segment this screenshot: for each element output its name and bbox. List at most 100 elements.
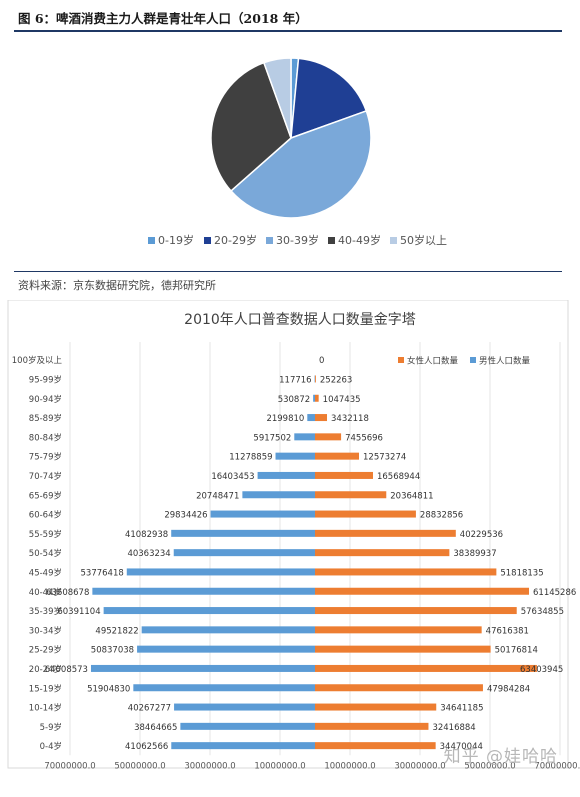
- x-tick-label: 10000000.0: [254, 761, 305, 771]
- bar-female: [315, 568, 497, 576]
- bar-female: [315, 452, 360, 460]
- pie-legend-label: 50岁以上: [400, 233, 447, 247]
- male-value-label: 63608678: [46, 588, 89, 598]
- female-value-label: 34470044: [440, 742, 483, 752]
- bar-female: [315, 375, 316, 383]
- age-group-label: 35-39岁: [29, 606, 62, 617]
- pie-legend-label: 20-29岁: [214, 233, 257, 247]
- bar-female: [315, 664, 537, 672]
- age-group-label: 65-69岁: [29, 490, 62, 501]
- bar-female: [315, 645, 491, 653]
- bar-male: [173, 549, 315, 557]
- female-value-label: 12573274: [363, 453, 406, 463]
- bar-male: [171, 742, 315, 750]
- female-value-label: 3432118: [331, 414, 369, 424]
- pie-legend-swatch: [390, 237, 397, 244]
- female-value-label: 0: [319, 356, 324, 366]
- male-value-label: 49521822: [95, 626, 138, 636]
- bar-male: [137, 645, 315, 653]
- pie-legend-swatch: [204, 237, 211, 244]
- pie-slice-2: [229, 109, 372, 219]
- age-group-label: 0-4岁: [40, 741, 62, 752]
- male-value-label: 5917502: [253, 433, 291, 443]
- pyramid-title: 2010年人口普查数据人口数量金字塔: [184, 312, 416, 328]
- bar-male: [313, 394, 315, 402]
- age-group-label: 50-54岁: [29, 548, 62, 559]
- age-group-label: 90-94岁: [29, 394, 62, 405]
- male-value-label: 11278859: [229, 453, 272, 463]
- bar-male: [141, 626, 315, 634]
- female-value-label: 7455696: [345, 433, 383, 443]
- male-value-label: 117716: [279, 375, 311, 385]
- bar-female: [315, 722, 429, 730]
- age-group-label: 25-29岁: [29, 645, 62, 656]
- age-group-label: 10-14岁: [29, 703, 62, 714]
- bar-female: [315, 491, 387, 499]
- male-value-label: 2199810: [266, 414, 304, 424]
- male-value-label: 16403453: [211, 472, 254, 482]
- male-value-label: 40267277: [128, 704, 171, 714]
- male-value-label: 38464665: [134, 723, 177, 733]
- x-tick-label: 70000000.0: [534, 761, 580, 771]
- female-value-label: 61145286: [533, 588, 576, 598]
- x-tick-label: 30000000.0: [184, 761, 235, 771]
- male-value-label: 50837038: [91, 646, 134, 656]
- female-value-label: 57634855: [521, 607, 564, 617]
- bar-female: [315, 684, 483, 692]
- pyramid-legend-label: 男性人口数量: [479, 356, 531, 367]
- age-group-label: 15-19岁: [29, 683, 62, 694]
- watermark: 知乎 @娃哈哈: [443, 747, 558, 767]
- bar-female: [315, 529, 456, 537]
- pie-legend-label: 0-19岁: [158, 233, 194, 247]
- female-value-label: 16568944: [377, 472, 420, 482]
- x-tick-label: 30000000.0: [394, 761, 445, 771]
- female-value-label: 34641185: [440, 704, 483, 714]
- female-value-label: 50176814: [495, 646, 538, 656]
- bar-female: [315, 549, 450, 557]
- pyramid-legend-swatch: [398, 357, 404, 363]
- population-pyramid-chart: 2010年人口普查数据人口数量金字塔 0 117716 252263 530872 10…: [7, 300, 580, 771]
- pyramid-legend-swatch: [470, 357, 476, 363]
- bar-female: [315, 703, 437, 711]
- pie-legend-label: 40-49岁: [338, 233, 381, 247]
- male-value-label: 40363234: [127, 549, 170, 559]
- bar-male: [210, 510, 315, 518]
- female-value-label: 38389937: [453, 549, 496, 559]
- female-value-label: 47984284: [487, 684, 530, 694]
- bar-female: [315, 414, 328, 422]
- pie-legend-swatch: [148, 237, 155, 244]
- female-value-label: 47616381: [486, 626, 529, 636]
- age-group-label: 70-74岁: [29, 471, 62, 482]
- age-group-label: 45-49岁: [29, 567, 62, 578]
- bar-male: [294, 433, 315, 441]
- chart-frame: [7, 300, 569, 769]
- bar-female: [315, 587, 530, 595]
- age-group-label: 40-44岁: [29, 587, 62, 598]
- pyramid-legend-label: 女性人口数量: [407, 356, 459, 367]
- age-group-label: 60-64岁: [29, 510, 62, 521]
- bar-male: [275, 452, 315, 460]
- bar-female: [315, 510, 416, 518]
- bar-male: [90, 664, 315, 672]
- male-value-label: 64008573: [45, 665, 88, 675]
- x-tick-label: 50000000.0: [464, 761, 515, 771]
- bar-male: [180, 722, 315, 730]
- female-value-label: 32416884: [432, 723, 475, 733]
- title-rule: [14, 30, 562, 32]
- age-group-label: 75-79岁: [29, 452, 62, 463]
- bar-male: [92, 587, 315, 595]
- pie-legend-swatch: [328, 237, 335, 244]
- bar-female: [315, 607, 517, 615]
- bar-female: [315, 471, 373, 479]
- female-value-label: 51818135: [500, 568, 543, 578]
- pie-slice-4: [262, 57, 292, 139]
- age-group-label: 55-59岁: [29, 529, 62, 540]
- source-rule: [14, 271, 562, 272]
- bar-male: [242, 491, 315, 499]
- male-value-label: 530872: [278, 395, 310, 405]
- figure-title: 图 6：啤酒消费主力人群是青壮年人口（2018 年）: [18, 11, 308, 26]
- male-value-label: 41082938: [125, 530, 168, 540]
- female-value-label: 1047435: [323, 395, 361, 405]
- pie-chart: 0-19岁 20-29岁 30-39岁 40-49岁 50岁以上: [148, 57, 447, 247]
- bar-male: [257, 471, 315, 479]
